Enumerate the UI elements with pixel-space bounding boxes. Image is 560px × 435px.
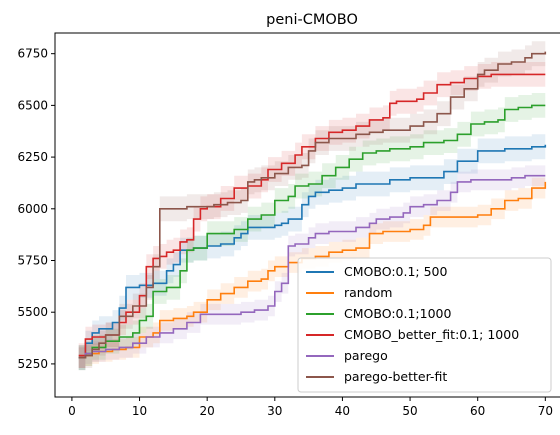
plot-frame bbox=[54, 32, 560, 398]
line-series-0 bbox=[78, 144, 547, 359]
x-tick-label-7: 70 bbox=[538, 404, 553, 418]
y-tick-label-5: 6500 bbox=[17, 98, 48, 112]
y-tick-label-2: 5750 bbox=[17, 254, 48, 268]
series-lines bbox=[78, 51, 547, 359]
line-series-2 bbox=[78, 104, 546, 359]
x-tick-label-5: 50 bbox=[402, 404, 417, 418]
legend: CMOBO:0.1; 500 random CMOBO:0.1;1000 CMOBO_… bbox=[297, 257, 552, 393]
y-tick-label-4: 6250 bbox=[17, 150, 48, 164]
band-series-0 bbox=[78, 132, 546, 371]
legend-label-4: parego bbox=[344, 348, 388, 363]
y-axis: 5250 5500 5750 6000 6250 6500 6750 bbox=[17, 47, 55, 371]
band-series-4 bbox=[78, 165, 546, 368]
line-series-5 bbox=[78, 51, 547, 359]
legend-label-3: CMOBO_better_fit:0.1; 1000 bbox=[344, 327, 519, 342]
band-series-1 bbox=[78, 171, 546, 368]
x-tick-label-1: 10 bbox=[132, 404, 147, 418]
y-tick-label-3: 6000 bbox=[17, 202, 48, 216]
line-series-4 bbox=[78, 174, 546, 359]
legend-label-5: parego-better-fit bbox=[344, 369, 447, 384]
chart-title: peni-CMOBO bbox=[266, 12, 358, 28]
legend-box bbox=[297, 257, 552, 393]
x-tick-label-2: 20 bbox=[200, 404, 215, 418]
x-tick-label-6: 60 bbox=[470, 404, 485, 418]
legend-label-1: random bbox=[344, 285, 392, 300]
legend-label-2: CMOBO:0.1;1000 bbox=[344, 306, 451, 321]
x-tick-label-3: 30 bbox=[267, 404, 282, 418]
x-axis: 0 10 20 30 40 50 60 70 bbox=[68, 397, 553, 418]
y-tick-label-6: 6750 bbox=[17, 47, 48, 61]
x-tick-label-4: 40 bbox=[335, 404, 350, 418]
line-series-3 bbox=[78, 73, 546, 357]
x-tick-label-0: 0 bbox=[68, 404, 76, 418]
y-tick-label-1: 5500 bbox=[17, 305, 48, 319]
legend-label-0: CMOBO:0.1; 500 bbox=[344, 264, 448, 279]
y-tick-label-0: 5250 bbox=[17, 357, 48, 371]
